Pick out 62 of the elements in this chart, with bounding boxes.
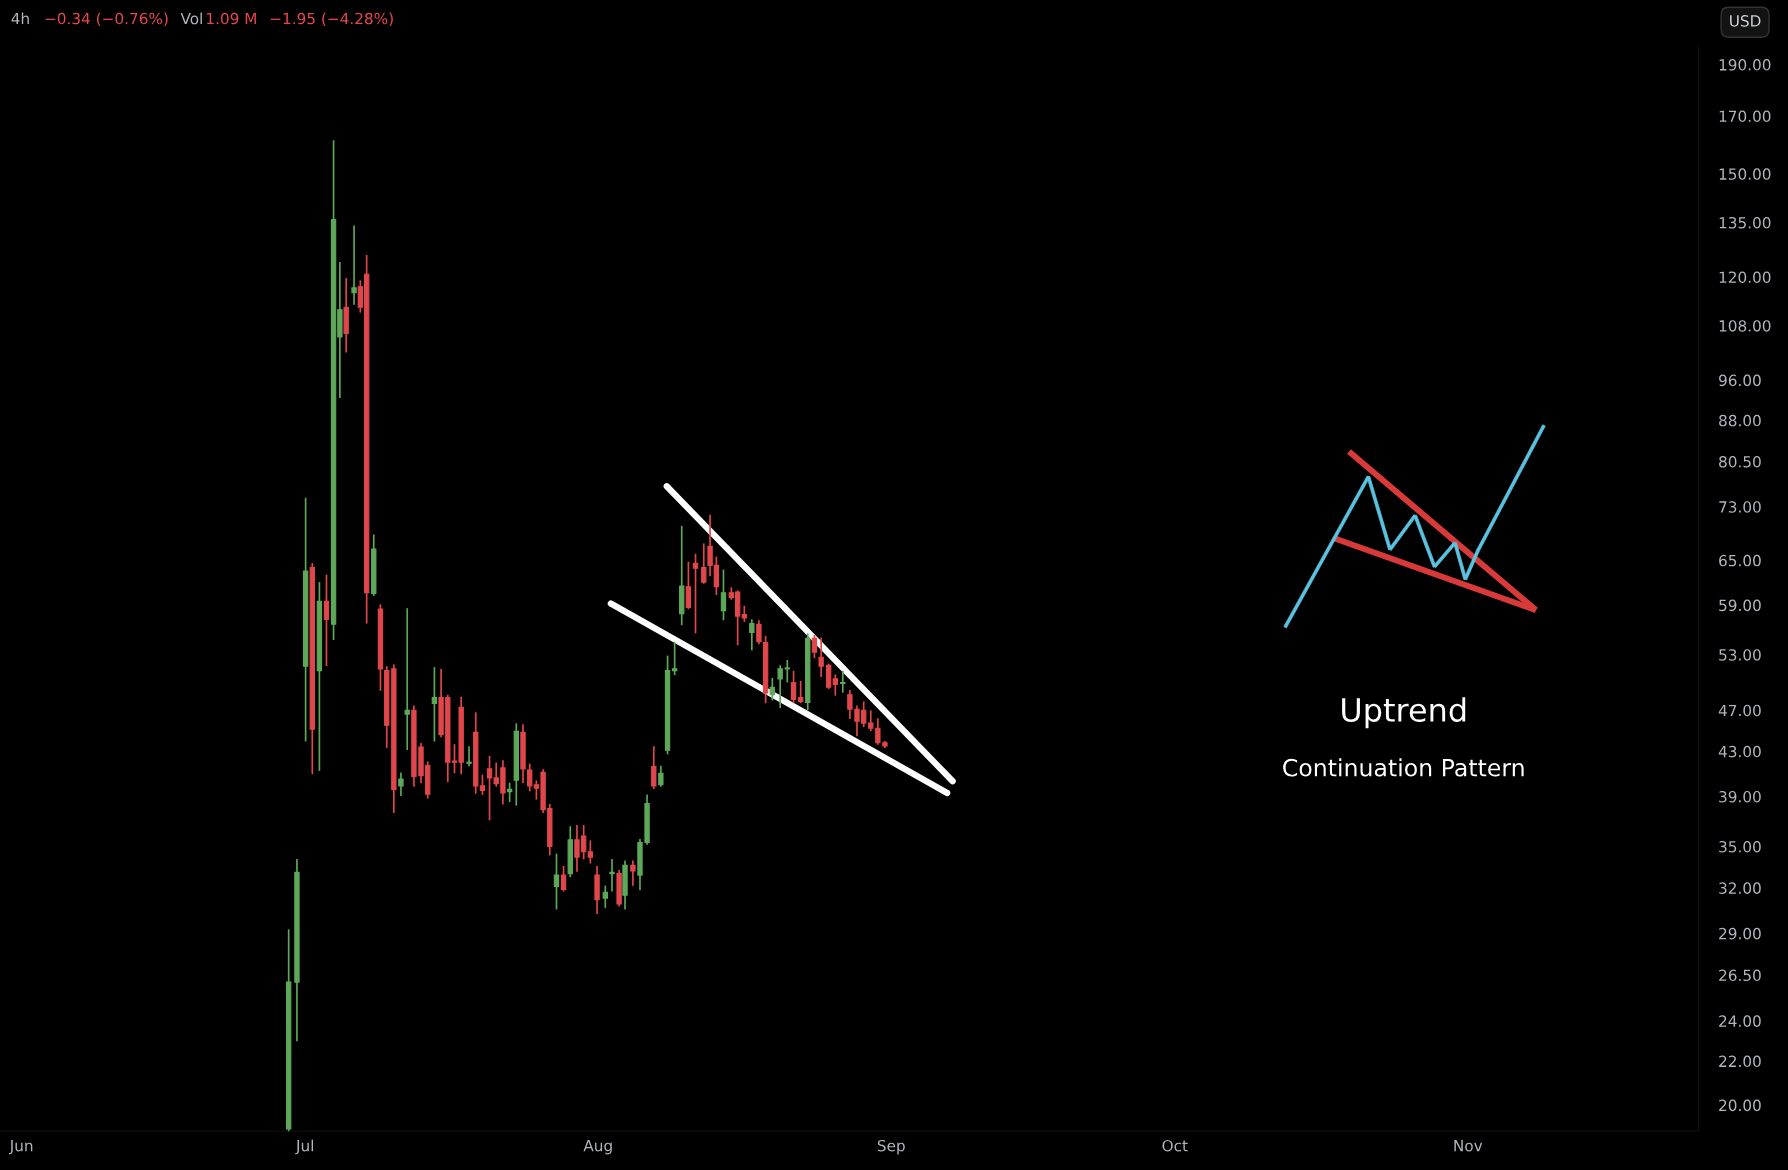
y-tick-label: 47.00 [1718,704,1761,717]
x-tick-label: Oct [1162,1139,1188,1152]
candlestick [398,772,404,797]
text: 1.09 M [207,12,256,25]
candlestick [685,561,692,610]
text: USD [1730,15,1761,27]
candlestick [825,663,832,689]
candlestick [720,569,727,621]
candlestick [692,553,699,634]
candlestick [602,885,609,908]
text: Vol [180,12,202,25]
y-tick-label: 32.00 [1719,882,1761,894]
candlestick [609,859,615,892]
y-tick-label: 96.00 [1719,374,1761,387]
y-tick-label: 135.00 [1719,217,1771,229]
candlestick [797,680,804,704]
y-tick-label: 22.00 [1719,1055,1761,1068]
y-tick-label: 190.00 [1719,59,1771,71]
y-tick-label: 53.00 [1719,649,1761,661]
y-tick-label: 43.00 [1718,745,1761,758]
x-tick-label: Aug [583,1140,612,1155]
candlestick [658,765,664,787]
y-tick-label: 120.00 [1719,271,1771,283]
y-tick-label: 26.50 [1719,969,1761,982]
candlestick [651,746,657,790]
candlestick [671,641,678,676]
candlestick [811,635,818,659]
x-tick-label: Sep [877,1139,905,1155]
chart-title: 4h [11,12,29,25]
x-tick-label: Nov [1454,1140,1483,1152]
y-tick-label: 65.00 [1719,554,1761,567]
y-tick-label: 170.00 [1719,110,1771,123]
candlestick [756,620,762,645]
candlestick [404,608,410,751]
y-tick-label: 29.00 [1719,927,1761,940]
y-tick-label: 35.00 [1719,840,1761,853]
candlestick [790,670,797,704]
x-tick-label: Jul [295,1139,313,1155]
candlestick [840,670,846,693]
y-tick-label: 24.00 [1719,1015,1761,1027]
text: −0.34 (−0.76%) [45,12,168,27]
annotation: Uptrend [1342,697,1466,729]
y-tick-label: 88.00 [1719,414,1761,427]
candlestick [560,865,567,892]
annotation: Continuation Pattern [1283,758,1524,777]
candlestick [630,860,636,886]
candlestick [832,674,839,696]
candlestick [553,853,560,910]
candlestick [818,637,824,677]
x-tick-label: Jun [8,1140,33,1155]
candlestick [701,543,707,584]
y-tick-label: 80.50 [1719,455,1761,468]
y-tick-label: 150.00 [1719,168,1771,180]
text: −1.95 (−4.28%) [270,12,393,27]
y-tick-label: 20.00 [1719,1099,1761,1112]
y-tick-label: 73.00 [1719,501,1761,513]
y-tick-label: 59.00 [1719,599,1761,612]
candlestick [431,667,438,742]
candlestick [466,746,472,767]
candlestick [749,619,755,651]
y-tick-label: 39.00 [1719,790,1761,803]
y-tick-label: 108.00 [1719,320,1771,332]
